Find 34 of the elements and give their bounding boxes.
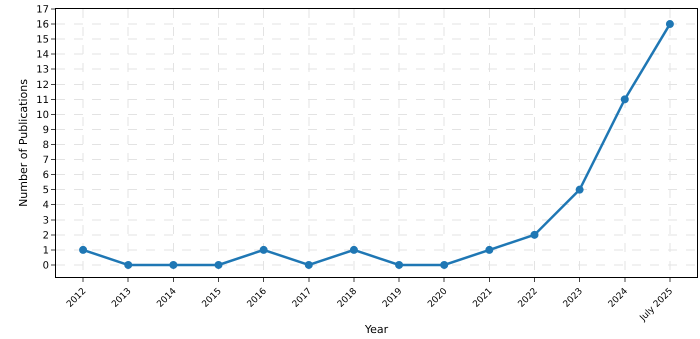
y-tick-label: 15 — [36, 34, 49, 46]
point — [124, 260, 132, 269]
point — [260, 246, 268, 254]
point — [576, 186, 584, 194]
point — [214, 260, 223, 269]
y-tick-label: 10 — [36, 110, 49, 121]
point — [350, 246, 358, 254]
point — [304, 260, 313, 269]
y-tick-label: 11 — [36, 94, 49, 106]
y-tick-label: 3 — [42, 215, 49, 226]
point — [620, 95, 629, 104]
point — [79, 246, 88, 254]
point — [169, 260, 178, 269]
y-tick-label: 5 — [42, 185, 49, 196]
y-tick-label: 12 — [36, 80, 49, 91]
point — [440, 260, 448, 269]
y-tick-label: 16 — [36, 20, 49, 31]
y-tick-label: 4 — [42, 200, 49, 212]
y-tick-label: 7 — [42, 155, 49, 166]
point — [666, 20, 674, 28]
y-tick-label: 2 — [42, 230, 49, 242]
y-tick-label: 1 — [42, 245, 49, 256]
y-tick-label: 14 — [36, 50, 49, 61]
y-tick-label: 9 — [42, 124, 49, 136]
y-tick-label: 0 — [42, 260, 49, 272]
y-tick-label: 17 — [36, 4, 49, 16]
y-tick-label: 13 — [36, 64, 49, 76]
point — [530, 230, 538, 239]
point — [485, 246, 494, 254]
y-axis-title: Number of Publications — [16, 78, 30, 207]
y-tick-label: 6 — [42, 170, 49, 182]
point — [395, 260, 404, 269]
x-axis-title: Year — [364, 323, 389, 336]
y-tick-label: 8 — [42, 140, 49, 152]
